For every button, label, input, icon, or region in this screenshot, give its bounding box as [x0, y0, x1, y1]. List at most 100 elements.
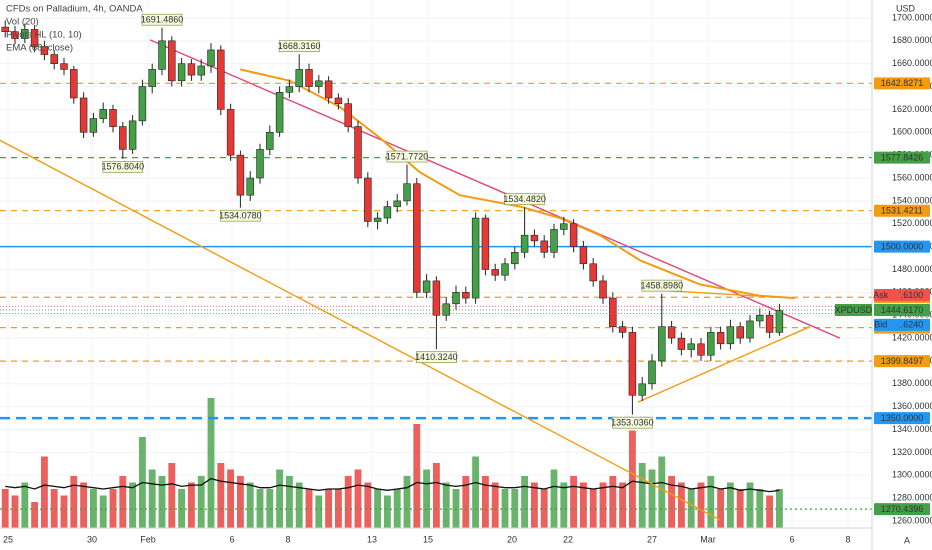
ema-line	[239, 68, 796, 300]
candle-body	[765, 314, 774, 333]
volume-bar	[383, 495, 391, 528]
pivot-label: 1410.3240	[415, 352, 458, 362]
pivot-label: 1534.4820	[503, 194, 546, 204]
level-tag	[874, 77, 930, 90]
candle-body	[707, 332, 715, 356]
candle-body	[334, 97, 343, 105]
candle-body	[471, 217, 480, 299]
volume-bar	[599, 482, 607, 528]
volume-bar	[638, 463, 646, 528]
x-tick-label: 8	[285, 534, 290, 544]
quote-tag-label: 1447.6100	[881, 290, 924, 300]
x-tick-label: Mar	[700, 534, 716, 544]
level-tag-label: 1350.0000	[881, 413, 924, 423]
candle-body	[266, 131, 274, 150]
candle-body	[246, 177, 254, 196]
candle-body	[648, 360, 656, 385]
volume-bar	[315, 495, 323, 528]
volume-bar	[413, 424, 421, 528]
quote-name: XPDUSD	[835, 305, 873, 315]
volume-bar	[570, 476, 578, 528]
volume-bar	[129, 482, 137, 528]
volume-bar	[40, 456, 48, 528]
volume-bar	[236, 476, 244, 528]
candle-body	[540, 240, 548, 253]
level-tag-label: 1500.0000	[881, 241, 924, 251]
candle-body	[422, 280, 431, 293]
volume-bar	[295, 482, 303, 528]
candle-body	[383, 206, 392, 219]
quote-tag-label: 1441.6240	[881, 320, 924, 330]
volume-bar	[285, 476, 293, 528]
level-tag	[874, 240, 930, 253]
candle-body	[79, 97, 88, 133]
candle-body	[716, 332, 725, 345]
candle-body	[21, 29, 29, 39]
level-tag-label: 1531.4211	[881, 206, 923, 216]
candle-body	[295, 69, 303, 87]
candle-body	[501, 263, 509, 276]
volume-bar	[707, 476, 715, 528]
volume-bar	[589, 489, 597, 528]
volume-bar	[462, 476, 470, 528]
legend: CFDs on Palladium, 4h, OANDA Vol (20) Pi…	[6, 4, 143, 54]
y-tick-label: 1420.0000	[892, 332, 932, 342]
volume-bar	[119, 476, 127, 528]
volume-bar	[60, 495, 68, 528]
volume-bar	[227, 469, 235, 528]
volume-bar	[491, 482, 499, 528]
candle-body	[736, 326, 744, 339]
candle-body	[697, 343, 705, 356]
volume-bar	[619, 482, 627, 528]
candle-body	[726, 326, 735, 345]
candle-body	[589, 263, 597, 282]
candle-body	[236, 154, 245, 196]
volume-bar	[266, 489, 274, 528]
volume-bar	[521, 476, 529, 528]
candle-body	[599, 280, 607, 299]
level-tag	[874, 412, 930, 425]
candle-body	[393, 200, 401, 207]
volume-bar	[344, 476, 352, 528]
candle-body	[462, 292, 470, 299]
candle-body	[158, 40, 166, 70]
quote-name-tag	[878, 318, 900, 331]
volume-bar	[423, 469, 431, 528]
volume-bar	[11, 495, 19, 528]
currency-label: USD	[896, 3, 916, 13]
pivot-label: 1571.7720	[386, 151, 429, 161]
level-tag-label: 1642.8271	[881, 78, 924, 88]
candle-body	[50, 54, 58, 64]
candle-body	[60, 63, 68, 70]
volume-bar	[80, 482, 88, 528]
y-tick-label: 1680.0000	[892, 35, 932, 45]
plot-area	[0, 0, 872, 528]
y-tick-label: 1300.0000	[892, 470, 932, 480]
pivot-tag	[416, 351, 457, 363]
x-tick-label: 15	[423, 534, 433, 544]
y-tick-label: 1380.0000	[892, 378, 932, 388]
candle-body	[354, 126, 362, 179]
volume-bar	[726, 482, 734, 528]
candle-body	[109, 109, 117, 127]
candle-body	[40, 46, 49, 55]
volume-bar	[511, 489, 519, 528]
candle-body	[177, 63, 186, 82]
pivot-tag	[141, 13, 183, 26]
volume-bar	[246, 482, 254, 528]
quote-tag	[874, 303, 930, 316]
candle-body	[618, 326, 627, 333]
y-tick-label: 1540.0000	[892, 195, 932, 205]
level-tag-label: 1270.4396	[881, 504, 924, 514]
quote-name: Bid	[874, 320, 887, 330]
volume-bar	[187, 482, 195, 528]
volume-bar	[89, 489, 97, 528]
y-tick-label: 1360.0000	[892, 401, 932, 411]
candle-body	[452, 292, 460, 305]
quote-tag-label: 1444.6170	[881, 305, 924, 315]
candle-body	[687, 343, 695, 350]
candle-body	[197, 65, 205, 76]
legend-indicator: Pivots HL (10, 10)	[6, 30, 82, 41]
